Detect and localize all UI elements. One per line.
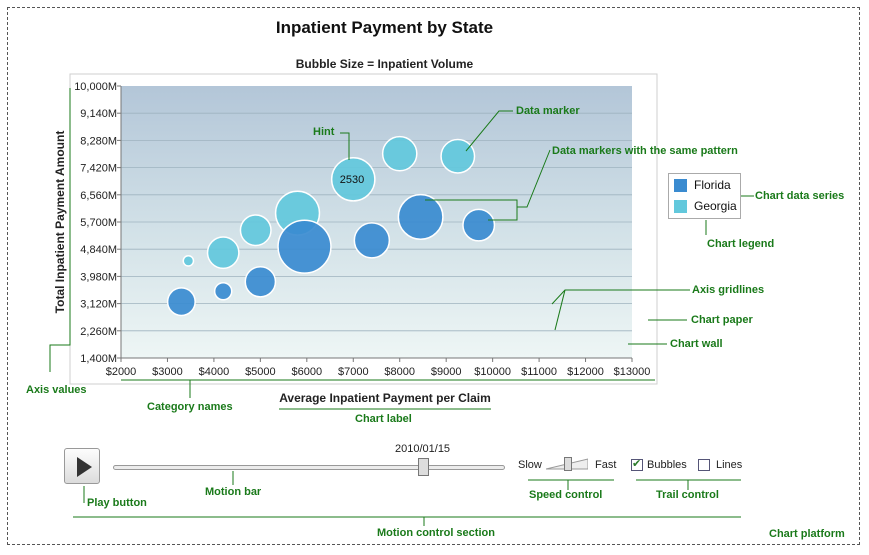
annotation-motion-control-section: Motion control section [377, 527, 495, 539]
bubble-georgia[interactable] [330, 156, 376, 202]
bubble-florida[interactable] [166, 287, 196, 317]
bubble-florida[interactable] [244, 265, 277, 298]
y-tick-label: 3,120M [80, 299, 117, 311]
bubble-markers [166, 135, 496, 317]
bubble-georgia[interactable] [182, 255, 195, 267]
bubble-florida[interactable] [213, 281, 233, 301]
annotation-hint: Hint [313, 126, 335, 138]
annotation-chart-legend: Chart legend [707, 238, 775, 250]
x-tick-label: $3000 [152, 366, 183, 378]
x-tick-label: $8000 [384, 366, 415, 378]
y-tick-label: 2,260M [80, 326, 117, 338]
x-tick-label: $4000 [199, 366, 230, 378]
bubble-georgia[interactable] [381, 135, 418, 172]
x-tick-label: $9000 [431, 366, 462, 378]
bubble-florida[interactable] [353, 222, 391, 259]
play-button[interactable] [64, 448, 100, 484]
motion-date: 2010/01/15 [395, 443, 451, 455]
y-tick-label: 7,420M [80, 163, 117, 175]
bubble-georgia[interactable] [206, 236, 240, 270]
y-tick-label: 6,560M [80, 190, 117, 202]
x-tick-label: $7000 [338, 366, 369, 378]
y-axis-label: Total Inpatient Payment Amount [53, 131, 67, 314]
motion-bar[interactable] [113, 465, 505, 470]
legend-swatch-florida [674, 179, 687, 192]
annotation-chart-wall: Chart wall [670, 338, 723, 350]
bubble-georgia[interactable] [440, 138, 476, 174]
chart-platform [7, 7, 860, 545]
annotation-axis-values: Axis values [26, 384, 87, 396]
x-tick-label: $13000 [614, 366, 651, 378]
x-tick-label: $11000 [521, 366, 557, 378]
speed-slow-label: Slow [518, 459, 542, 471]
y-tick-label: 5,700M [80, 217, 117, 229]
annotation-category-names: Category names [147, 401, 233, 413]
annotation-chart-label: Chart label [355, 413, 412, 425]
y-tick-label: 9,140M [80, 108, 117, 120]
legend-label-florida: Florida [694, 178, 731, 192]
speed-fast-label: Fast [595, 459, 617, 471]
y-tick-label: 8,280M [80, 135, 117, 147]
speed-control-thumb[interactable] [563, 457, 572, 471]
y-axis-values: 10,000M 9,140M 8,280M 7,420M 6,560M 5,700M 4,8… [74, 81, 121, 365]
annotation-chart-data-series: Chart data series [755, 190, 845, 202]
annotation-chart-platform: Chart platform [769, 528, 845, 540]
annotation-same-pattern: Data markers with the same pattern [552, 145, 738, 157]
hint-value: 2530 [340, 174, 364, 186]
bubble-florida[interactable] [397, 193, 444, 240]
x-tick-label: $6000 [292, 366, 323, 378]
chart-subtitle: Bubble Size = Inpatient Volume [295, 57, 474, 71]
motion-bar-thumb[interactable] [417, 458, 429, 476]
bubbles-label: Bubbles [647, 459, 687, 471]
annotation-motion-bar: Motion bar [205, 486, 262, 498]
bubble-florida[interactable] [462, 208, 496, 242]
x-tick-label: $5000 [245, 366, 276, 378]
annotation-speed-control: Speed control [529, 489, 603, 501]
annotation-play-button: Play button [87, 497, 147, 509]
y-tick-label: 3,980M [80, 271, 117, 283]
annotation-data-marker: Data marker [516, 105, 580, 117]
x-axis-label: Average Inpatient Payment per Claim [279, 391, 491, 405]
lines-label: Lines [716, 459, 743, 471]
x-axis-categories: $2000 $3000 $4000 $5000 $6000 $7000 $8000 $9000… [106, 358, 651, 378]
annotation-trail-control: Trail control [656, 489, 719, 501]
y-tick-label: 4,840M [80, 244, 117, 256]
y-tick-label: 1,400M [80, 353, 117, 365]
x-tick-label: $12000 [567, 366, 604, 378]
lines-checkbox[interactable] [698, 459, 710, 471]
chart-legend: Florida Georgia [668, 173, 741, 219]
legend-label-georgia: Georgia [694, 199, 737, 213]
x-tick-label: $10000 [474, 366, 511, 378]
bubbles-checkbox[interactable] [631, 457, 643, 471]
y-tick-label: 10,000M [74, 81, 117, 93]
legend-swatch-georgia [674, 200, 687, 213]
chart-title: Inpatient Payment by State [275, 18, 494, 37]
x-tick-label: $2000 [106, 366, 137, 378]
bubble-florida[interactable] [277, 219, 332, 274]
bubble-georgia[interactable] [239, 214, 272, 247]
annotation-axis-gridlines: Axis gridlines [692, 284, 765, 296]
annotation-chart-paper: Chart paper [691, 314, 753, 326]
annotation-lines [49, 88, 754, 526]
